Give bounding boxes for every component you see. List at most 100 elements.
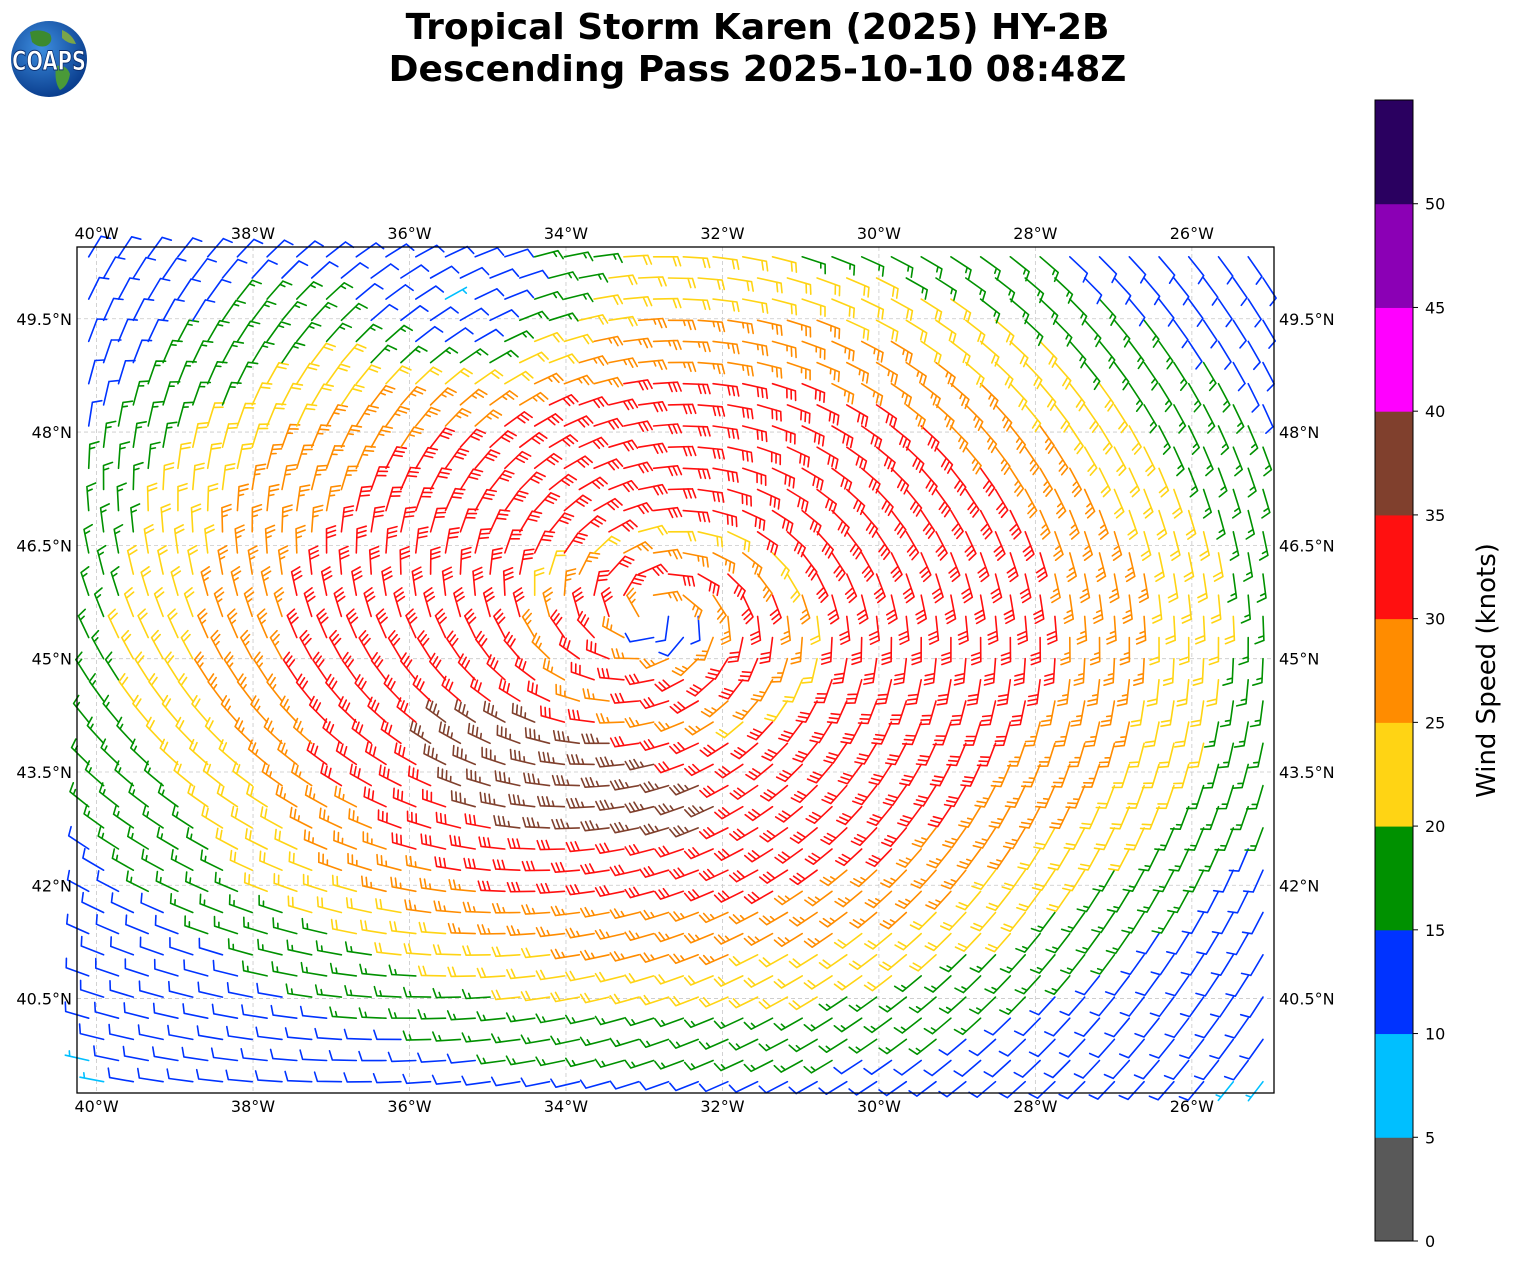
wind-barb (310, 464, 328, 491)
wind-barb (875, 361, 898, 385)
wind-barb (795, 700, 818, 723)
wind-barb (273, 873, 298, 893)
lon-tick-label-bottom: 28°W (1013, 1097, 1057, 1116)
wind-barb (548, 353, 579, 364)
lon-tick-label-top: 30°W (857, 224, 901, 243)
wind-barb (909, 911, 937, 931)
wind-barb (671, 657, 699, 677)
wind-barb (170, 849, 194, 871)
wind-barb (533, 567, 545, 596)
wind-barb (602, 616, 625, 639)
wind-barb (167, 1024, 194, 1041)
wind-barb (147, 441, 161, 470)
wind-barb (743, 975, 774, 988)
wind-barb (310, 342, 336, 364)
wind-barb (890, 256, 914, 278)
wind-barb (669, 741, 699, 755)
wind-barb (320, 762, 343, 787)
wind-barb (652, 423, 683, 435)
wind-barb (684, 805, 714, 818)
wind-barb (117, 318, 139, 343)
wind-barb (1122, 594, 1133, 624)
wind-barb (609, 951, 640, 962)
wind-barb (669, 783, 699, 796)
wind-barb (415, 285, 445, 300)
wind-barb (683, 975, 714, 986)
wind-barb (712, 382, 740, 397)
wind-barb (377, 809, 402, 829)
wind-barb (875, 446, 896, 473)
colorbar-label: Wind Speed (knots) (1472, 543, 1502, 798)
wind-barb (514, 655, 536, 681)
wind-barb (938, 1038, 967, 1056)
wind-barb (866, 805, 893, 827)
wind-barb (913, 784, 937, 807)
wind-barb (890, 467, 910, 495)
wind-barb (567, 708, 595, 723)
wind-barb (1104, 975, 1131, 996)
colorbar-bin (1375, 929, 1413, 1035)
wind-barb (580, 820, 610, 832)
lon-tick-label-bottom: 34°W (544, 1097, 588, 1116)
wind-barb (792, 742, 818, 763)
wind-barb (213, 915, 239, 935)
wind-barb (968, 1038, 997, 1057)
wind-barb (970, 911, 997, 932)
wind-barb (1063, 594, 1074, 624)
wind-barb (950, 298, 972, 323)
wind-barb (407, 765, 432, 787)
wind-barb (121, 629, 135, 660)
wind-barb (879, 911, 908, 930)
wind-barb (608, 439, 639, 452)
wind-barb (953, 1017, 982, 1036)
wind-barb (381, 566, 393, 596)
wind-barb (236, 483, 249, 512)
wind-barb (1166, 932, 1190, 955)
wind-barb (890, 382, 912, 408)
wind-barb (697, 488, 725, 503)
wind-barb (1173, 721, 1190, 748)
wind-barb (400, 264, 430, 279)
wind-barb (508, 793, 536, 808)
wind-barb (83, 523, 93, 554)
wind-barb (489, 390, 519, 406)
wind-barb (1141, 763, 1160, 789)
wind-barb (1242, 869, 1264, 893)
wind-barb (944, 594, 957, 625)
wind-barb (771, 340, 797, 359)
wind-barb (303, 829, 328, 850)
wind-barb (1000, 636, 1012, 666)
wind-barb (1054, 488, 1067, 519)
wind-barb (355, 323, 383, 343)
wind-barb (893, 657, 908, 686)
wind-barb (435, 811, 462, 829)
wind-barb (355, 404, 379, 427)
wind-barb (1198, 848, 1220, 872)
wind-barb (658, 636, 685, 657)
wind-barb (354, 674, 372, 702)
wind-barb (533, 372, 564, 385)
wind-barb (1240, 954, 1264, 977)
wind-barb (429, 346, 459, 364)
wind-barb (296, 484, 311, 512)
wind-barb (255, 1026, 283, 1041)
wind-barb (1056, 679, 1071, 707)
wind-barb (742, 425, 768, 443)
wind-barb (504, 289, 535, 300)
lon-tick-label-bottom: 26°W (1170, 1097, 1214, 1116)
wind-barb (132, 461, 144, 491)
wind-barb (742, 298, 769, 314)
wind-barb (385, 284, 414, 300)
wind-barb (1098, 382, 1115, 412)
wind-barb (578, 272, 609, 283)
wind-barb (1049, 805, 1071, 830)
title-line-2: Descending Pass 2025-10-10 08:48Z (388, 49, 1127, 90)
wind-barb (728, 1038, 759, 1051)
wind-barb (799, 594, 811, 625)
wind-barb (927, 805, 952, 828)
wind-barb (66, 913, 90, 935)
wind-barb (548, 434, 579, 448)
wind-barb (727, 361, 754, 377)
wind-barb (251, 300, 277, 322)
wind-barb (230, 805, 253, 829)
